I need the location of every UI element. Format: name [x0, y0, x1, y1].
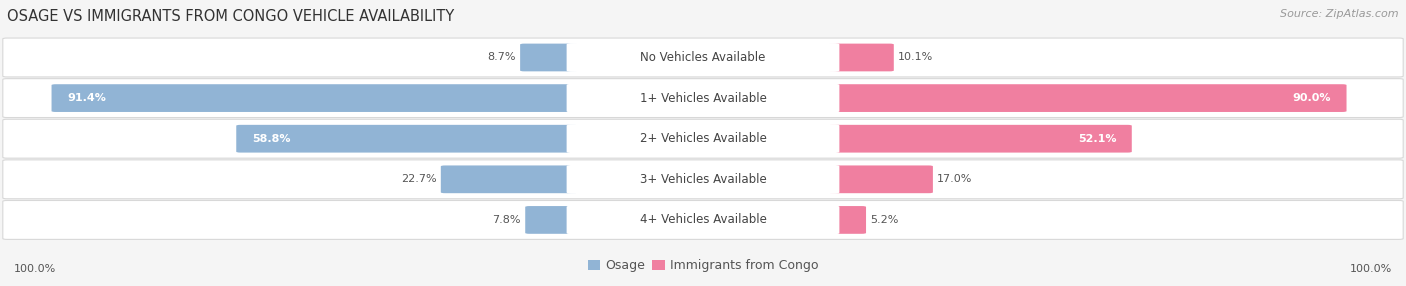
Text: 100.0%: 100.0%	[14, 264, 56, 274]
FancyBboxPatch shape	[520, 44, 578, 72]
FancyBboxPatch shape	[3, 119, 1403, 158]
Text: 100.0%: 100.0%	[1350, 264, 1392, 274]
Text: Source: ZipAtlas.com: Source: ZipAtlas.com	[1281, 9, 1399, 19]
Text: 4+ Vehicles Available: 4+ Vehicles Available	[640, 213, 766, 227]
Text: 8.7%: 8.7%	[488, 53, 516, 62]
Text: 10.1%: 10.1%	[898, 53, 934, 62]
FancyBboxPatch shape	[441, 165, 578, 193]
Text: 22.7%: 22.7%	[401, 174, 437, 184]
FancyBboxPatch shape	[3, 38, 1403, 77]
FancyBboxPatch shape	[828, 44, 894, 72]
Text: 3+ Vehicles Available: 3+ Vehicles Available	[640, 173, 766, 186]
FancyBboxPatch shape	[567, 165, 839, 194]
Text: 52.1%: 52.1%	[1078, 134, 1116, 144]
Text: No Vehicles Available: No Vehicles Available	[640, 51, 766, 64]
FancyBboxPatch shape	[567, 84, 839, 112]
Text: OSAGE VS IMMIGRANTS FROM CONGO VEHICLE AVAILABILITY: OSAGE VS IMMIGRANTS FROM CONGO VEHICLE A…	[7, 9, 454, 23]
FancyBboxPatch shape	[828, 84, 1347, 112]
FancyBboxPatch shape	[3, 160, 1403, 199]
Text: 1+ Vehicles Available: 1+ Vehicles Available	[640, 92, 766, 105]
FancyBboxPatch shape	[567, 43, 839, 72]
FancyBboxPatch shape	[567, 124, 839, 153]
FancyBboxPatch shape	[828, 125, 1132, 152]
Text: 58.8%: 58.8%	[252, 134, 290, 144]
Text: 7.8%: 7.8%	[492, 215, 522, 225]
FancyBboxPatch shape	[526, 206, 578, 234]
Text: 91.4%: 91.4%	[67, 93, 105, 103]
FancyBboxPatch shape	[567, 205, 839, 234]
FancyBboxPatch shape	[828, 165, 934, 193]
FancyBboxPatch shape	[3, 200, 1403, 239]
Text: 2+ Vehicles Available: 2+ Vehicles Available	[640, 132, 766, 145]
FancyBboxPatch shape	[52, 84, 578, 112]
Text: 5.2%: 5.2%	[870, 215, 898, 225]
FancyBboxPatch shape	[828, 206, 866, 234]
Text: 17.0%: 17.0%	[938, 174, 973, 184]
FancyBboxPatch shape	[236, 125, 578, 152]
FancyBboxPatch shape	[3, 79, 1403, 118]
Text: 90.0%: 90.0%	[1292, 93, 1331, 103]
Legend: Osage, Immigrants from Congo: Osage, Immigrants from Congo	[582, 254, 824, 277]
